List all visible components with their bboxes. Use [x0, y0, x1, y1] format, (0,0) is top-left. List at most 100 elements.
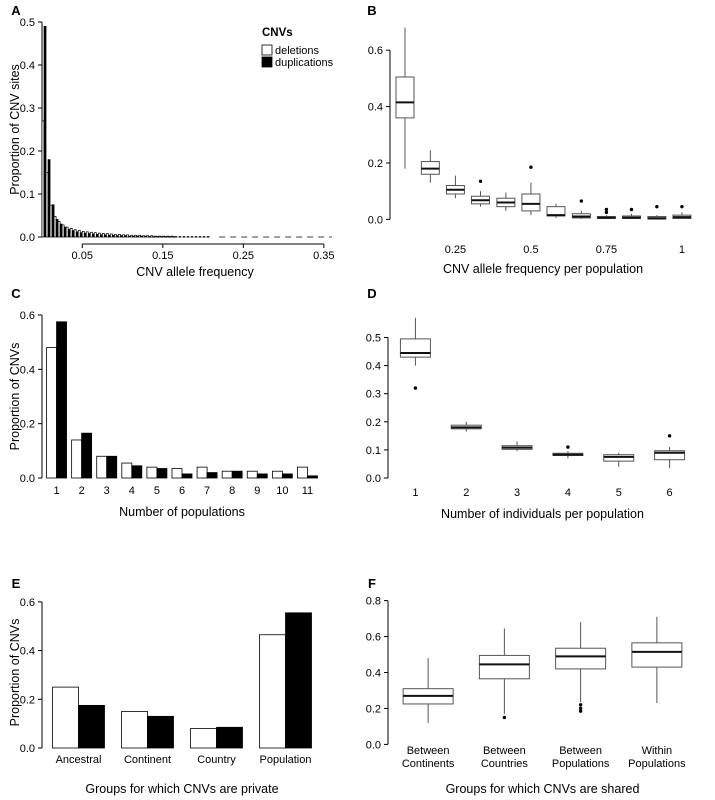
x-tick-label: 0.15	[152, 250, 173, 262]
panel-d-x-axis: 1 2 3 4 5 6 Number of individuals per populati…	[412, 487, 672, 521]
panel-label-f: F	[368, 576, 376, 591]
box-4	[470, 179, 490, 207]
x-tick-label: Population	[260, 754, 312, 766]
bar-deletions	[71, 439, 83, 479]
x-tick-label: 3	[514, 487, 520, 499]
x-tick-label: 6	[179, 485, 185, 497]
x-axis-label: Groups for which CNVs are shared	[446, 782, 640, 796]
bar-deletions	[171, 468, 183, 479]
panel-e-y-axis: 0.0 0.2 0.4 0.6 Proportion of CNVs	[8, 597, 43, 755]
x-tick-label: 0.25	[233, 250, 254, 262]
bar-duplications	[181, 473, 193, 479]
box-3	[555, 622, 607, 713]
outlier-point	[579, 199, 584, 203]
y-axis-label: Proportion of CNV sites	[8, 64, 22, 195]
box-4	[552, 445, 584, 459]
x-tick-label: 8	[229, 485, 235, 497]
box-iqr	[395, 76, 415, 119]
x-tick-label: Countries	[481, 758, 529, 770]
bar-deletions	[46, 347, 57, 479]
bar-deletions	[146, 466, 158, 479]
panel-f-y-axis: 0.0 0.2 0.4 0.6 0.8	[366, 596, 389, 751]
bar-duplications	[281, 473, 293, 479]
x-tick-label: 4	[565, 487, 571, 499]
y-tick-label: 0.4	[20, 364, 35, 376]
outlier-point	[578, 709, 583, 713]
panel-a-bars	[41, 25, 332, 238]
bar-duplications	[256, 473, 268, 479]
x-tick-label: 11	[302, 485, 313, 497]
x-tick-label: 1	[679, 244, 685, 256]
x-tick-label: 5	[154, 485, 160, 497]
y-tick-label: 0.1	[366, 445, 381, 457]
box-2	[450, 421, 482, 432]
bar-deletions	[271, 470, 283, 479]
y-tick-label: 0.0	[368, 214, 383, 226]
y-tick-label: 0.0	[20, 473, 35, 485]
bar-deletions	[246, 470, 258, 479]
outlier-point	[578, 706, 583, 711]
x-tick-label: 5	[616, 487, 622, 499]
y-tick-label: 0.4	[366, 668, 381, 680]
x-tick-label: Country	[197, 754, 236, 766]
panel-label-a: A	[11, 3, 21, 18]
bar-deletions	[190, 728, 217, 749]
box-5	[603, 452, 635, 467]
box-11	[647, 204, 667, 220]
box-iqr	[631, 642, 683, 668]
y-tick-label: 0.6	[366, 632, 381, 644]
panel-b-y-axis: 0.0 0.2 0.4 0.6	[368, 45, 391, 226]
outlier-point	[578, 703, 583, 707]
y-tick-label: 0.1	[20, 189, 35, 201]
y-tick-label: 0.4	[20, 646, 35, 658]
x-tick-label: Between	[407, 745, 450, 757]
outlier-point	[604, 210, 609, 215]
box-3	[501, 441, 533, 452]
y-tick-label: 0.0	[366, 739, 381, 751]
box-10	[621, 207, 641, 220]
y-tick-label: 0.4	[366, 361, 381, 373]
panel-b-boxes	[395, 27, 692, 220]
outlier-point	[566, 445, 570, 449]
y-tick-label: 0.6	[20, 597, 35, 609]
bar-deletions	[196, 466, 208, 479]
box-4	[631, 616, 683, 704]
box-iqr	[555, 647, 607, 670]
y-tick-label: 0.2	[20, 694, 35, 706]
panel-label-b: B	[367, 3, 376, 18]
histogram-bar-duplications	[43, 25, 47, 238]
x-tick-label: Between	[483, 745, 526, 757]
legend-title: CNVs	[262, 27, 293, 39]
x-tick-label: 0.05	[72, 250, 93, 262]
x-tick-label: 4	[129, 485, 135, 497]
panel-f-boxes	[402, 616, 683, 723]
y-tick-label: 0.5	[20, 17, 35, 29]
y-tick-label: 0.3	[366, 389, 381, 401]
x-axis-label: CNV allele frequency per population	[443, 262, 643, 276]
y-axis-label: Proportion of CNVs	[8, 619, 22, 727]
histogram-bar-deletions	[198, 236, 202, 238]
bar-duplications	[78, 704, 105, 749]
x-tick-label: Between	[559, 745, 602, 757]
box-3	[445, 175, 465, 199]
histogram-bar-duplications	[47, 159, 51, 238]
legend-entry-deletions: deletions	[275, 45, 320, 57]
box-iqr	[399, 338, 431, 358]
y-tick-label: 0.4	[20, 60, 35, 72]
legend-swatch-duplications	[261, 56, 273, 68]
y-tick-label: 0.2	[20, 419, 35, 431]
histogram-bar-deletions	[190, 236, 194, 238]
x-tick-label: Within	[642, 745, 673, 757]
x-tick-label: Populations	[628, 758, 686, 770]
y-tick-label: 0.6	[368, 45, 383, 57]
x-tick-label: 0.5	[523, 244, 538, 256]
outlier-point	[604, 207, 609, 212]
x-axis-label: Groups for which CNVs are private	[85, 782, 278, 796]
box-1	[395, 27, 415, 169]
box-1	[402, 658, 454, 723]
outlier-point	[413, 386, 418, 390]
bar-duplications	[156, 468, 168, 479]
bar-deletions	[297, 466, 308, 479]
x-tick-label: 0.75	[596, 244, 617, 256]
